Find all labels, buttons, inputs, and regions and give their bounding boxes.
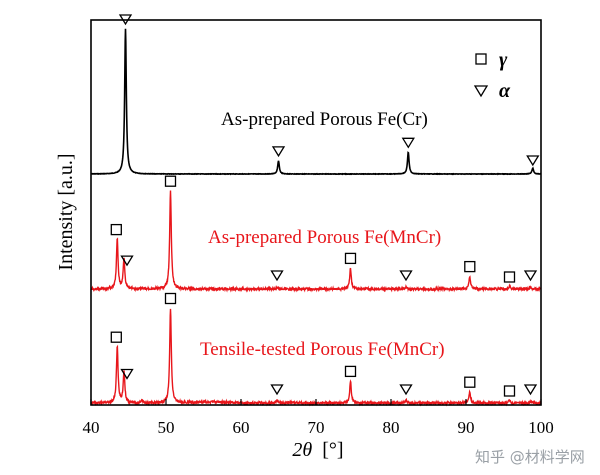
gamma-phase-marker bbox=[110, 331, 122, 343]
x-axis-ticks: 40 50 60 70 80 90 100 bbox=[83, 399, 554, 437]
gamma-phase-marker bbox=[344, 365, 357, 378]
alpha-phase-marker bbox=[401, 137, 415, 149]
watermark: 知乎 @材料学网 bbox=[475, 448, 585, 466]
x-axis-title: 2θ [°] bbox=[292, 439, 343, 461]
legend: γ α bbox=[473, 49, 511, 102]
x-tick-label: 90 bbox=[458, 418, 475, 437]
gamma-phase-marker bbox=[464, 376, 476, 388]
gamma-phase-marker bbox=[344, 252, 357, 265]
x-tick-label: 40 bbox=[83, 418, 100, 437]
alpha-phase-marker bbox=[526, 155, 540, 167]
series-label-fermncr: As-prepared Porous Fe(MnCr) bbox=[208, 227, 441, 248]
legend-triangle-icon bbox=[473, 85, 489, 98]
x-tick-label: 60 bbox=[233, 418, 250, 437]
legend-label-alpha: α bbox=[499, 80, 511, 102]
alpha-phase-marker bbox=[120, 255, 134, 267]
gamma-phase-marker bbox=[110, 223, 122, 236]
gamma-phase-marker bbox=[503, 385, 516, 397]
gamma-phase-marker bbox=[164, 175, 177, 187]
alpha-phase-marker bbox=[399, 384, 413, 396]
x-tick-label: 80 bbox=[383, 418, 400, 437]
alpha-phase-marker bbox=[271, 146, 286, 158]
x-tick-label: 50 bbox=[158, 418, 175, 437]
x-tick-label: 70 bbox=[308, 418, 325, 437]
y-axis-title: Intensity [a.u.] bbox=[55, 153, 77, 270]
alpha-phase-marker bbox=[399, 270, 413, 282]
alpha-phase-marker bbox=[270, 270, 284, 282]
series-label-fecr: As-prepared Porous Fe(Cr) bbox=[221, 109, 428, 130]
x-tick-label: 100 bbox=[528, 418, 554, 437]
gamma-phase-marker bbox=[164, 292, 177, 305]
gamma-phase-marker bbox=[503, 271, 516, 283]
series-line-1 bbox=[90, 190, 542, 293]
legend-square-icon bbox=[475, 53, 487, 65]
alpha-phase-marker bbox=[523, 270, 538, 282]
x-axis-title-unit: [°] bbox=[322, 439, 343, 461]
alpha-phase-marker bbox=[270, 384, 284, 396]
legend-label-gamma: γ bbox=[499, 49, 508, 71]
phase-markers bbox=[110, 14, 540, 397]
x-axis-title-variable: 2θ bbox=[292, 439, 312, 461]
gamma-phase-marker bbox=[464, 260, 476, 273]
series-label-tensile: Tensile-tested Porous Fe(MnCr) bbox=[200, 339, 445, 360]
alpha-phase-marker bbox=[523, 384, 538, 396]
series-line-0 bbox=[90, 28, 542, 176]
alpha-phase-marker bbox=[120, 368, 134, 380]
